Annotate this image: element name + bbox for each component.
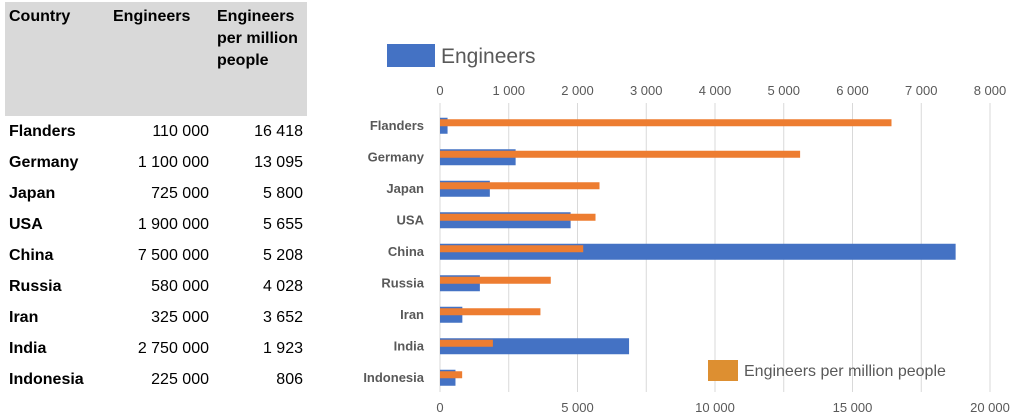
per-million-cell: 5 655 — [262, 216, 303, 233]
category-label: Russia — [381, 275, 424, 290]
table-row: Flanders 110 000 16 418 — [5, 116, 307, 147]
country-cell: Flanders — [9, 123, 76, 140]
country-cell: Iran — [9, 309, 39, 326]
data-table: Country Engineers Engineers per million … — [5, 2, 307, 395]
top-axis-tick-label: 7 000 — [905, 83, 938, 98]
engineers-cell: 225 000 — [151, 371, 209, 388]
bar-engineers-per-million — [440, 119, 892, 127]
top-axis-tick-label: 4 000 — [699, 83, 732, 98]
engineers-cell: 580 000 — [151, 278, 209, 295]
top-axis-tick-label: 6 000 — [836, 83, 869, 98]
table-header-row: Country Engineers Engineers per million … — [5, 2, 307, 116]
header-country: Country — [5, 2, 109, 116]
category-label: Iran — [400, 307, 424, 322]
per-million-cell: 4 028 — [262, 278, 303, 295]
bar-engineers-per-million — [440, 308, 541, 316]
top-axis-tick-label: 1 000 — [492, 83, 525, 98]
table-header: Country Engineers Engineers per million … — [5, 2, 307, 116]
engineers-cell: 110 000 — [152, 123, 209, 140]
table-row: USA 1 900 000 5 655 — [5, 209, 307, 240]
top-axis-tick-label: 5 000 — [767, 83, 800, 98]
top-axis-tick-label: 8 000 — [974, 83, 1007, 98]
per-million-cell: 1 923 — [262, 340, 303, 357]
engineers-cell: 725 000 — [151, 185, 209, 202]
category-label: Japan — [386, 181, 424, 196]
category-label: China — [388, 244, 425, 259]
country-cell: India — [9, 340, 47, 357]
country-cell: USA — [9, 216, 43, 233]
country-cell: Japan — [9, 185, 56, 202]
category-label: Indonesia — [363, 370, 424, 385]
category-label: India — [394, 338, 425, 353]
bottom-axis-tick-label: 20 000 — [970, 400, 1010, 415]
top-axis-tick-label: 2 000 — [561, 83, 594, 98]
per-million-cell: 13 095 — [254, 154, 303, 171]
engineers-cell: 1 900 000 — [137, 216, 209, 233]
category-label: Flanders — [370, 118, 424, 133]
bar-engineers-per-million — [440, 150, 801, 158]
bar-engineers-per-million — [440, 182, 600, 190]
table-row: Germany 1 100 000 13 095 — [5, 147, 307, 178]
legend-label-per-million: Engineers per million people — [744, 363, 946, 380]
per-million-cell: 5 208 — [262, 247, 303, 264]
table-row: China 7 500 000 5 208 — [5, 240, 307, 271]
per-million-cell: 806 — [276, 371, 303, 388]
country-cell: Indonesia — [9, 371, 84, 388]
table-row: Japan 725 000 5 800 — [5, 178, 307, 209]
header-engineers: Engineers — [109, 2, 213, 116]
per-million-cell: 16 418 — [254, 123, 303, 140]
bottom-axis-tick-label: 0 — [436, 400, 443, 415]
bar-engineers-per-million — [440, 276, 551, 284]
bottom-axis-tick-label: 15 000 — [833, 400, 873, 415]
category-label: Germany — [368, 149, 425, 164]
top-axis-tick-label: 3 000 — [630, 83, 663, 98]
engineers-cell: 7 500 000 — [137, 247, 209, 264]
country-cell: Russia — [9, 278, 62, 295]
per-million-cell: 3 652 — [262, 309, 303, 326]
table-row: Indonesia 225 000 806 — [5, 364, 307, 395]
legend-label-engineers: Engineers — [441, 45, 536, 68]
bottom-axis-tick-label: 5 000 — [561, 400, 594, 415]
bar-engineers-per-million — [440, 371, 463, 379]
per-million-cell: 5 800 — [262, 185, 303, 202]
table-row: Russia 580 000 4 028 — [5, 271, 307, 302]
legend-swatch-per-million — [708, 360, 738, 381]
country-cell: China — [9, 247, 54, 264]
engineers-cell: 1 100 000 — [137, 154, 209, 171]
top-axis-tick-label: 0 — [436, 83, 443, 98]
country-cell: Germany — [9, 154, 79, 171]
engineers-cell: 2 750 000 — [137, 340, 209, 357]
bar-engineers-per-million — [440, 339, 493, 347]
bar-engineers-per-million — [440, 245, 584, 253]
legend-swatch-engineers — [387, 44, 435, 67]
table-row: Iran 325 000 3 652 — [5, 302, 307, 333]
bar-engineers-per-million — [440, 213, 596, 221]
bottom-axis-tick-label: 10 000 — [695, 400, 735, 415]
table-body: Flanders 110 000 16 418 Germany 1 100 000 13 … — [5, 116, 307, 395]
engineers-cell: 325 000 — [151, 309, 209, 326]
table-row: India 2 750 000 1 923 — [5, 333, 307, 364]
category-label: USA — [397, 212, 425, 227]
header-engineers-per-million: Engineers per million people — [213, 2, 307, 116]
